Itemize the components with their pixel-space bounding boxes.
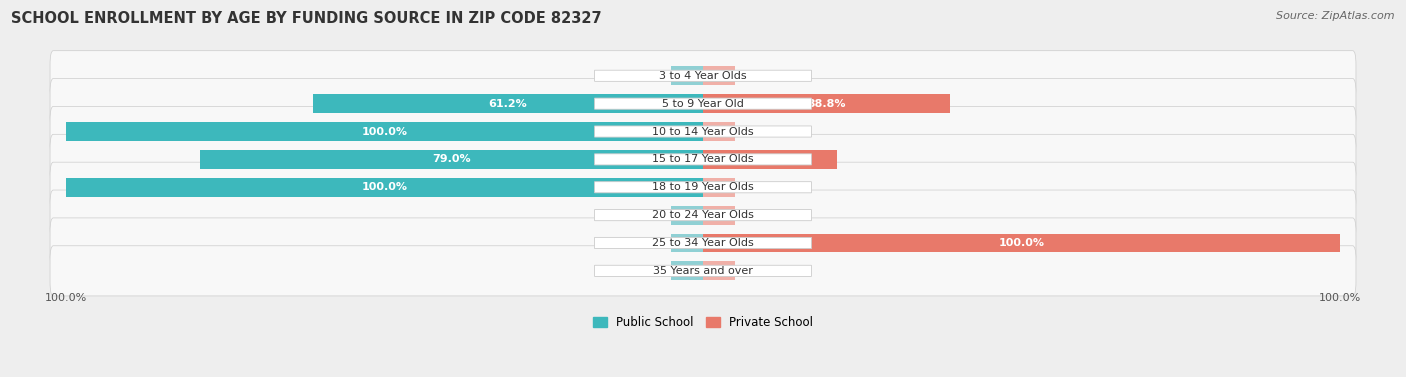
- FancyBboxPatch shape: [595, 210, 811, 221]
- Bar: [703, 261, 735, 280]
- Text: 38.8%: 38.8%: [807, 99, 846, 109]
- FancyBboxPatch shape: [51, 78, 1355, 129]
- Text: 5 to 9 Year Old: 5 to 9 Year Old: [662, 99, 744, 109]
- Text: 100.0%: 100.0%: [361, 182, 408, 192]
- Bar: [703, 205, 735, 225]
- Bar: [314, 94, 703, 113]
- FancyBboxPatch shape: [595, 98, 811, 109]
- Text: 10 to 14 Year Olds: 10 to 14 Year Olds: [652, 127, 754, 136]
- Text: 0.0%: 0.0%: [741, 127, 769, 136]
- Text: SCHOOL ENROLLMENT BY AGE BY FUNDING SOURCE IN ZIP CODE 82327: SCHOOL ENROLLMENT BY AGE BY FUNDING SOUR…: [11, 11, 602, 26]
- Text: 79.0%: 79.0%: [432, 155, 471, 164]
- Bar: [703, 66, 735, 85]
- Bar: [703, 150, 838, 169]
- FancyBboxPatch shape: [51, 134, 1355, 184]
- Text: 0.0%: 0.0%: [741, 182, 769, 192]
- Text: Source: ZipAtlas.com: Source: ZipAtlas.com: [1277, 11, 1395, 21]
- FancyBboxPatch shape: [51, 162, 1355, 212]
- Bar: [671, 261, 703, 280]
- Text: 0.0%: 0.0%: [741, 71, 769, 81]
- FancyBboxPatch shape: [51, 246, 1355, 296]
- Text: 0.0%: 0.0%: [741, 210, 769, 220]
- Text: 0.0%: 0.0%: [637, 238, 665, 248]
- Text: 61.2%: 61.2%: [489, 99, 527, 109]
- Bar: [66, 122, 703, 141]
- Text: 25 to 34 Year Olds: 25 to 34 Year Olds: [652, 238, 754, 248]
- Text: 35 Years and over: 35 Years and over: [652, 266, 754, 276]
- Text: 21.1%: 21.1%: [751, 155, 790, 164]
- Text: 18 to 19 Year Olds: 18 to 19 Year Olds: [652, 182, 754, 192]
- FancyBboxPatch shape: [51, 190, 1355, 240]
- Bar: [66, 178, 703, 197]
- FancyBboxPatch shape: [595, 70, 811, 81]
- FancyBboxPatch shape: [51, 218, 1355, 268]
- Bar: [671, 66, 703, 85]
- Text: 100.0%: 100.0%: [361, 127, 408, 136]
- Text: 0.0%: 0.0%: [741, 266, 769, 276]
- Bar: [671, 205, 703, 225]
- Text: 0.0%: 0.0%: [637, 71, 665, 81]
- Text: 100.0%: 100.0%: [998, 238, 1045, 248]
- FancyBboxPatch shape: [595, 238, 811, 248]
- Text: 15 to 17 Year Olds: 15 to 17 Year Olds: [652, 155, 754, 164]
- Bar: [703, 94, 950, 113]
- FancyBboxPatch shape: [595, 265, 811, 276]
- Text: 0.0%: 0.0%: [637, 266, 665, 276]
- FancyBboxPatch shape: [595, 154, 811, 165]
- Bar: [703, 178, 735, 197]
- Bar: [703, 122, 735, 141]
- Bar: [703, 233, 1340, 253]
- FancyBboxPatch shape: [51, 106, 1355, 156]
- FancyBboxPatch shape: [595, 182, 811, 193]
- FancyBboxPatch shape: [595, 126, 811, 137]
- Text: 20 to 24 Year Olds: 20 to 24 Year Olds: [652, 210, 754, 220]
- Text: 3 to 4 Year Olds: 3 to 4 Year Olds: [659, 71, 747, 81]
- Bar: [200, 150, 703, 169]
- Text: 0.0%: 0.0%: [637, 210, 665, 220]
- Legend: Public School, Private School: Public School, Private School: [588, 311, 818, 334]
- Bar: [671, 233, 703, 253]
- FancyBboxPatch shape: [51, 51, 1355, 101]
